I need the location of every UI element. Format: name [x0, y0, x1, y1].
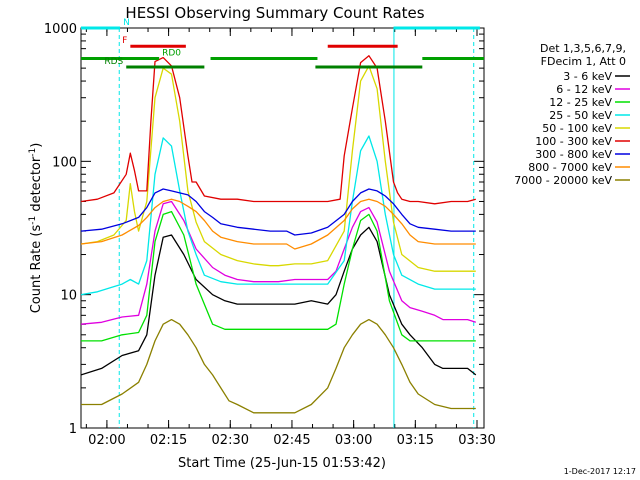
- series-line-8: [81, 318, 476, 414]
- legend-label-3: 25 - 50 keV: [549, 109, 612, 122]
- y-tick-label: 1000: [44, 22, 77, 37]
- flag-label: N: [123, 18, 130, 28]
- series-line-1: [81, 200, 477, 325]
- legend-label-2: 12 - 25 keV: [549, 96, 612, 109]
- legend-label-0: 3 - 6 keV: [563, 70, 612, 83]
- x-tick-label: 03:30: [458, 433, 495, 448]
- y-tick-label: 1: [69, 422, 77, 437]
- plot-frame: [80, 27, 485, 429]
- legend-label-4: 50 - 100 keV: [542, 122, 612, 135]
- x-tick-label: 02:00: [88, 433, 125, 448]
- x-axis-label: Start Time (25-Jun-15 01:53:42): [178, 456, 386, 471]
- series-line-6: [81, 188, 476, 236]
- y-tick-label: 100: [52, 155, 77, 170]
- series-line-0: [81, 226, 477, 376]
- legend-label-6: 300 - 800 keV: [535, 148, 612, 161]
- plot-area: 02:00 02:15 02:30 02:45 03:00 03:15 03:30 1 10 10…: [44, 18, 496, 448]
- legend-label-7: 800 - 7000 keV: [528, 161, 612, 174]
- flag-label: F: [122, 36, 127, 46]
- x-tick-label: 03:00: [335, 433, 372, 448]
- chart-title: HESSI Observing Summary Count Rates: [125, 4, 424, 22]
- flag-label: RD0: [162, 49, 181, 59]
- series-line-7: [81, 198, 476, 250]
- legend-header-line-1: Det 1,3,5,6,7,9,: [540, 42, 626, 55]
- legend-label-1: 6 - 12 keV: [556, 83, 612, 96]
- x-tick-label: 02:45: [273, 433, 310, 448]
- series-line-5: [81, 55, 476, 205]
- series-line-2: [81, 210, 476, 342]
- x-tick-label: 02:30: [212, 433, 249, 448]
- y-axis-label: Count Rate (s-1 detector-1): [28, 143, 44, 314]
- series-group: [81, 55, 477, 414]
- legend: Det 1,3,5,6,7,9, FDecim 1, Att 0 3 - 6 k…: [514, 42, 630, 187]
- flag-label: RDS: [104, 57, 123, 67]
- footer-date: 1-Dec-2017 12:17: [564, 467, 636, 476]
- series-line-3: [81, 135, 476, 296]
- legend-label-8: 7000 - 20000 keV: [514, 174, 612, 187]
- legend-header-line-2: FDecim 1, Att 0: [541, 55, 626, 68]
- x-tick-label: 02:15: [150, 433, 187, 448]
- series-line-4: [81, 65, 476, 272]
- x-tick-label: 03:15: [397, 433, 434, 448]
- legend-label-5: 100 - 300 keV: [535, 135, 612, 148]
- y-tick-label: 10: [60, 289, 77, 304]
